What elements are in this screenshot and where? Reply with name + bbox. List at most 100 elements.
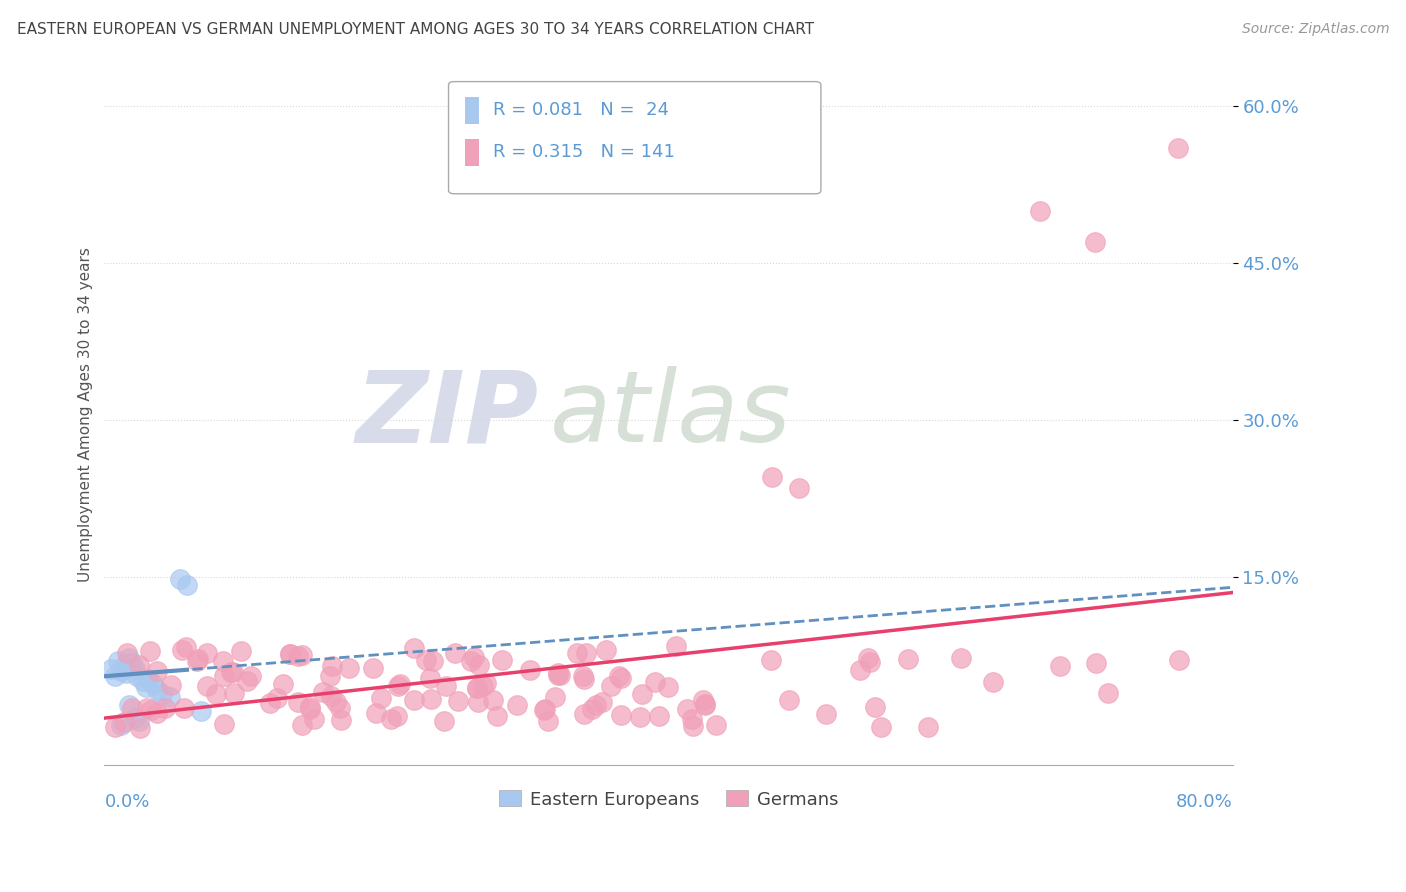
Point <box>486 709 509 723</box>
Point <box>657 680 679 694</box>
Point <box>112 658 135 673</box>
Point <box>917 721 939 735</box>
Point <box>759 653 782 667</box>
Point <box>211 654 233 668</box>
Point <box>537 714 560 728</box>
Point <box>572 672 595 686</box>
Text: ZIP: ZIP <box>356 366 538 463</box>
Point <box>139 644 162 658</box>
Point <box>380 712 402 726</box>
Point <box>581 702 603 716</box>
Point <box>865 700 887 714</box>
Point <box>693 698 716 713</box>
Text: atlas: atlas <box>550 366 792 463</box>
Point <box>385 708 408 723</box>
Text: 80.0%: 80.0% <box>1175 793 1233 811</box>
Point <box>778 693 800 707</box>
Point <box>572 668 595 682</box>
Point <box>195 679 218 693</box>
Point <box>595 642 617 657</box>
Point <box>364 706 387 720</box>
Point <box>422 654 444 668</box>
Text: Source: ZipAtlas.com: Source: ZipAtlas.com <box>1241 22 1389 37</box>
Point <box>132 674 155 689</box>
Point <box>389 677 412 691</box>
Point <box>299 701 322 715</box>
Text: EASTERN EUROPEAN VS GERMAN UNEMPLOYMENT AMONG AGES 30 TO 34 YEARS CORRELATION CH: EASTERN EUROPEAN VS GERMAN UNEMPLOYMENT … <box>17 22 814 37</box>
Point <box>420 692 443 706</box>
Point <box>174 640 197 655</box>
FancyBboxPatch shape <box>449 81 821 194</box>
Text: 0.0%: 0.0% <box>104 793 150 811</box>
Point <box>110 718 132 732</box>
Point <box>299 700 322 714</box>
Point <box>278 647 301 661</box>
Y-axis label: Unemployment Among Ages 30 to 34 years: Unemployment Among Ages 30 to 34 years <box>79 247 93 582</box>
Point <box>329 701 352 715</box>
Point <box>692 693 714 707</box>
Point <box>870 720 893 734</box>
Point <box>160 678 183 692</box>
Point <box>287 694 309 708</box>
Point <box>361 661 384 675</box>
Point <box>231 644 253 658</box>
Point <box>506 698 529 712</box>
Point <box>695 698 717 712</box>
Point <box>159 690 181 705</box>
Point <box>630 687 652 701</box>
Point <box>172 643 194 657</box>
Point <box>468 658 491 673</box>
Point <box>761 470 783 484</box>
Point <box>302 712 325 726</box>
Point <box>121 656 143 670</box>
Point <box>337 660 360 674</box>
Point <box>212 668 235 682</box>
Point <box>329 713 352 727</box>
Point <box>475 676 498 690</box>
Point <box>432 714 454 728</box>
Point <box>115 647 138 661</box>
Point <box>319 668 342 682</box>
Point <box>370 691 392 706</box>
Point <box>460 654 482 668</box>
Point <box>447 694 470 708</box>
Point <box>444 646 467 660</box>
Point <box>176 578 198 592</box>
Point <box>146 706 169 720</box>
Point <box>107 654 129 668</box>
Point <box>849 664 872 678</box>
Legend: Eastern Europeans, Germans: Eastern Europeans, Germans <box>492 783 845 816</box>
Point <box>325 695 347 709</box>
Point <box>118 651 141 665</box>
Text: R = 0.315   N = 141: R = 0.315 N = 141 <box>492 143 675 161</box>
Point <box>548 668 571 682</box>
Point <box>135 680 157 694</box>
Point <box>115 666 138 681</box>
Point <box>110 664 132 678</box>
Point <box>575 646 598 660</box>
Bar <box>465 97 479 124</box>
Point <box>127 669 149 683</box>
Point <box>592 695 614 709</box>
Point <box>204 687 226 701</box>
Point <box>585 698 607 713</box>
Point <box>195 646 218 660</box>
Point <box>259 697 281 711</box>
Point <box>404 640 426 655</box>
Text: R = 0.081   N =  24: R = 0.081 N = 24 <box>492 101 668 119</box>
Point <box>118 698 141 712</box>
Point <box>169 572 191 586</box>
Point <box>1085 657 1108 671</box>
Point <box>186 654 208 668</box>
Point <box>1097 685 1119 699</box>
Point <box>222 665 245 679</box>
Point <box>312 685 335 699</box>
Point <box>544 690 567 705</box>
Point <box>465 681 488 695</box>
Point <box>547 666 569 681</box>
Point <box>271 677 294 691</box>
Point <box>682 719 704 733</box>
Point <box>219 665 242 680</box>
Point <box>1049 659 1071 673</box>
Point <box>533 703 555 717</box>
